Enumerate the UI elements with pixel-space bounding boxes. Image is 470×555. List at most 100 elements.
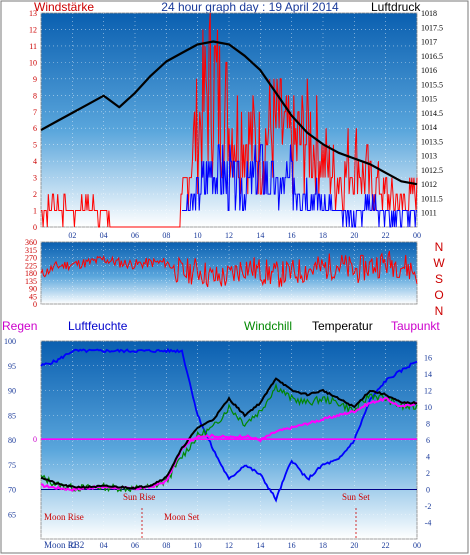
legend-temperatur: Temperatur [312, 319, 373, 333]
hour-tick-label: 12 [225, 231, 233, 240]
header-luftdruck: Luftdruck [371, 0, 421, 14]
wind-tick-label: 5 [33, 141, 37, 150]
pressure-tick-label: 1011 [421, 209, 437, 218]
temperature-tick-label: 6 [426, 436, 430, 445]
compass-label: S [435, 272, 443, 286]
direction-tick-label: 180 [25, 269, 37, 278]
legend-luftfeuchte: Luftfeuchte [68, 319, 128, 333]
pressure-tick-label: 1013 [421, 152, 437, 161]
hour-tick-label: 12 [225, 541, 233, 550]
header-windstaerke: Windstärke [34, 0, 94, 14]
wind-tick-label: 11 [29, 42, 37, 51]
wind-direction-series [40, 250, 418, 288]
dewpoint-series [40, 396, 418, 493]
compass-label: N [435, 240, 444, 254]
direction-tick-label: 90 [29, 285, 37, 294]
pressure-tick-label: 1014 [421, 123, 437, 132]
direction-tick-label: 0 [33, 300, 37, 309]
humidity-tick-label: 100 [4, 337, 16, 346]
hour-tick-label: 00 [413, 541, 421, 550]
hour-tick-label: 22 [382, 541, 390, 550]
hour-tick-label: 16 [288, 231, 296, 240]
direction-tick-label: 315 [25, 246, 37, 255]
humidity-tick-label: 85 [8, 411, 16, 420]
pressure-tick-label: 1015.5 [421, 80, 443, 89]
humidity-tick-label: 80 [8, 436, 16, 445]
pressure-tick-label: 1015 [421, 95, 437, 104]
humidity-tick-label: 65 [8, 510, 16, 519]
temperature-tick-label: -2 [425, 502, 432, 511]
windchill-series [40, 382, 418, 493]
humidity-series [40, 347, 418, 503]
annotation-moon-rise: Moon Rise [44, 512, 84, 522]
humidity-tick-label: 90 [8, 387, 16, 396]
temperature-tick-label: 8 [426, 420, 430, 429]
humidity-tick-label: 95 [8, 362, 16, 371]
hour-tick-label: 08 [162, 231, 170, 240]
wind-speed-series [41, 12, 418, 228]
legend-windchill: Windchill [244, 319, 292, 333]
wind-tick-label: 12 [29, 25, 37, 34]
compass-label: W [433, 256, 445, 270]
hour-tick-label: 04 [100, 541, 108, 550]
annotation-sun-set: Sun Set [342, 492, 370, 502]
wind-tick-label: 4 [33, 157, 37, 166]
hour-tick-label: 02 [68, 231, 76, 240]
compass-label: O [434, 288, 443, 302]
pressure-tick-label: 1016 [421, 66, 437, 75]
legend-taupunkt: Taupunkt [391, 319, 440, 333]
hour-tick-label: 08 [162, 541, 170, 550]
wind-tick-label: 0 [33, 223, 37, 232]
direction-tick-label: 45 [29, 292, 37, 301]
hour-tick-label: 20 [350, 231, 358, 240]
wind-gust-series [182, 144, 417, 228]
annotation-moon-set: Moon Set [164, 512, 200, 522]
legend-regen: Regen [2, 319, 37, 333]
humidity-tick-label: 75 [8, 461, 16, 470]
humidity-tick-label: 70 [8, 486, 16, 495]
pressure-tick-label: 1016.5 [421, 52, 443, 61]
hour-tick-label: 10 [194, 231, 202, 240]
direction-tick-label: 135 [25, 277, 37, 286]
hour-tick-label: 10 [194, 541, 202, 550]
wind-tick-label: 7 [33, 108, 37, 117]
wind-tick-label: 2 [33, 190, 37, 199]
wind-tick-label: 3 [33, 174, 37, 183]
wind-tick-label: 6 [33, 124, 37, 133]
temperature-tick-label: 4 [426, 453, 430, 462]
wind-tick-label: 1 [33, 207, 37, 216]
temperature-tick-label: 0 [426, 486, 430, 495]
direction-tick-label: 270 [25, 254, 37, 263]
hour-tick-label: 18 [319, 541, 327, 550]
hour-tick-label: 14 [256, 231, 264, 240]
pressure-tick-label: 1013.5 [421, 137, 443, 146]
hour-tick-label: 00 [413, 231, 421, 240]
hour-tick-label: 06 [131, 541, 139, 550]
direction-tick-label: 360 [25, 238, 37, 247]
temperature-tick-label: -4 [425, 519, 432, 528]
pressure-tick-label: 1012.5 [421, 166, 443, 175]
rain-axis-label: 0 [33, 435, 37, 444]
pressure-tick-label: 1011.5 [421, 194, 443, 203]
wind-tick-label: 13 [29, 9, 37, 18]
hour-tick-label: 06 [131, 231, 139, 240]
hour-tick-label: 22 [382, 231, 390, 240]
pressure-tick-label: 1018 [421, 9, 437, 18]
hour-tick-label: 04 [100, 231, 108, 240]
hour-tick-label: 14 [256, 541, 264, 550]
header-title: 24 hour graph day : 19 April 2014 [161, 0, 339, 14]
wind-tick-label: 9 [33, 75, 37, 84]
moon-label: Moon RB2 [44, 540, 84, 550]
temperature-series [40, 377, 418, 490]
pressure-tick-label: 1017 [421, 38, 437, 47]
hour-tick-label: 02 [68, 541, 76, 550]
pressure-series [40, 40, 418, 186]
hour-tick-label: 18 [319, 231, 327, 240]
temperature-tick-label: 16 [424, 354, 432, 363]
pressure-tick-label: 1017.5 [421, 23, 443, 32]
compass-label: N [435, 304, 444, 318]
temperature-tick-label: 12 [424, 387, 432, 396]
annotation-sun-rise: Sun Rise [123, 492, 155, 502]
